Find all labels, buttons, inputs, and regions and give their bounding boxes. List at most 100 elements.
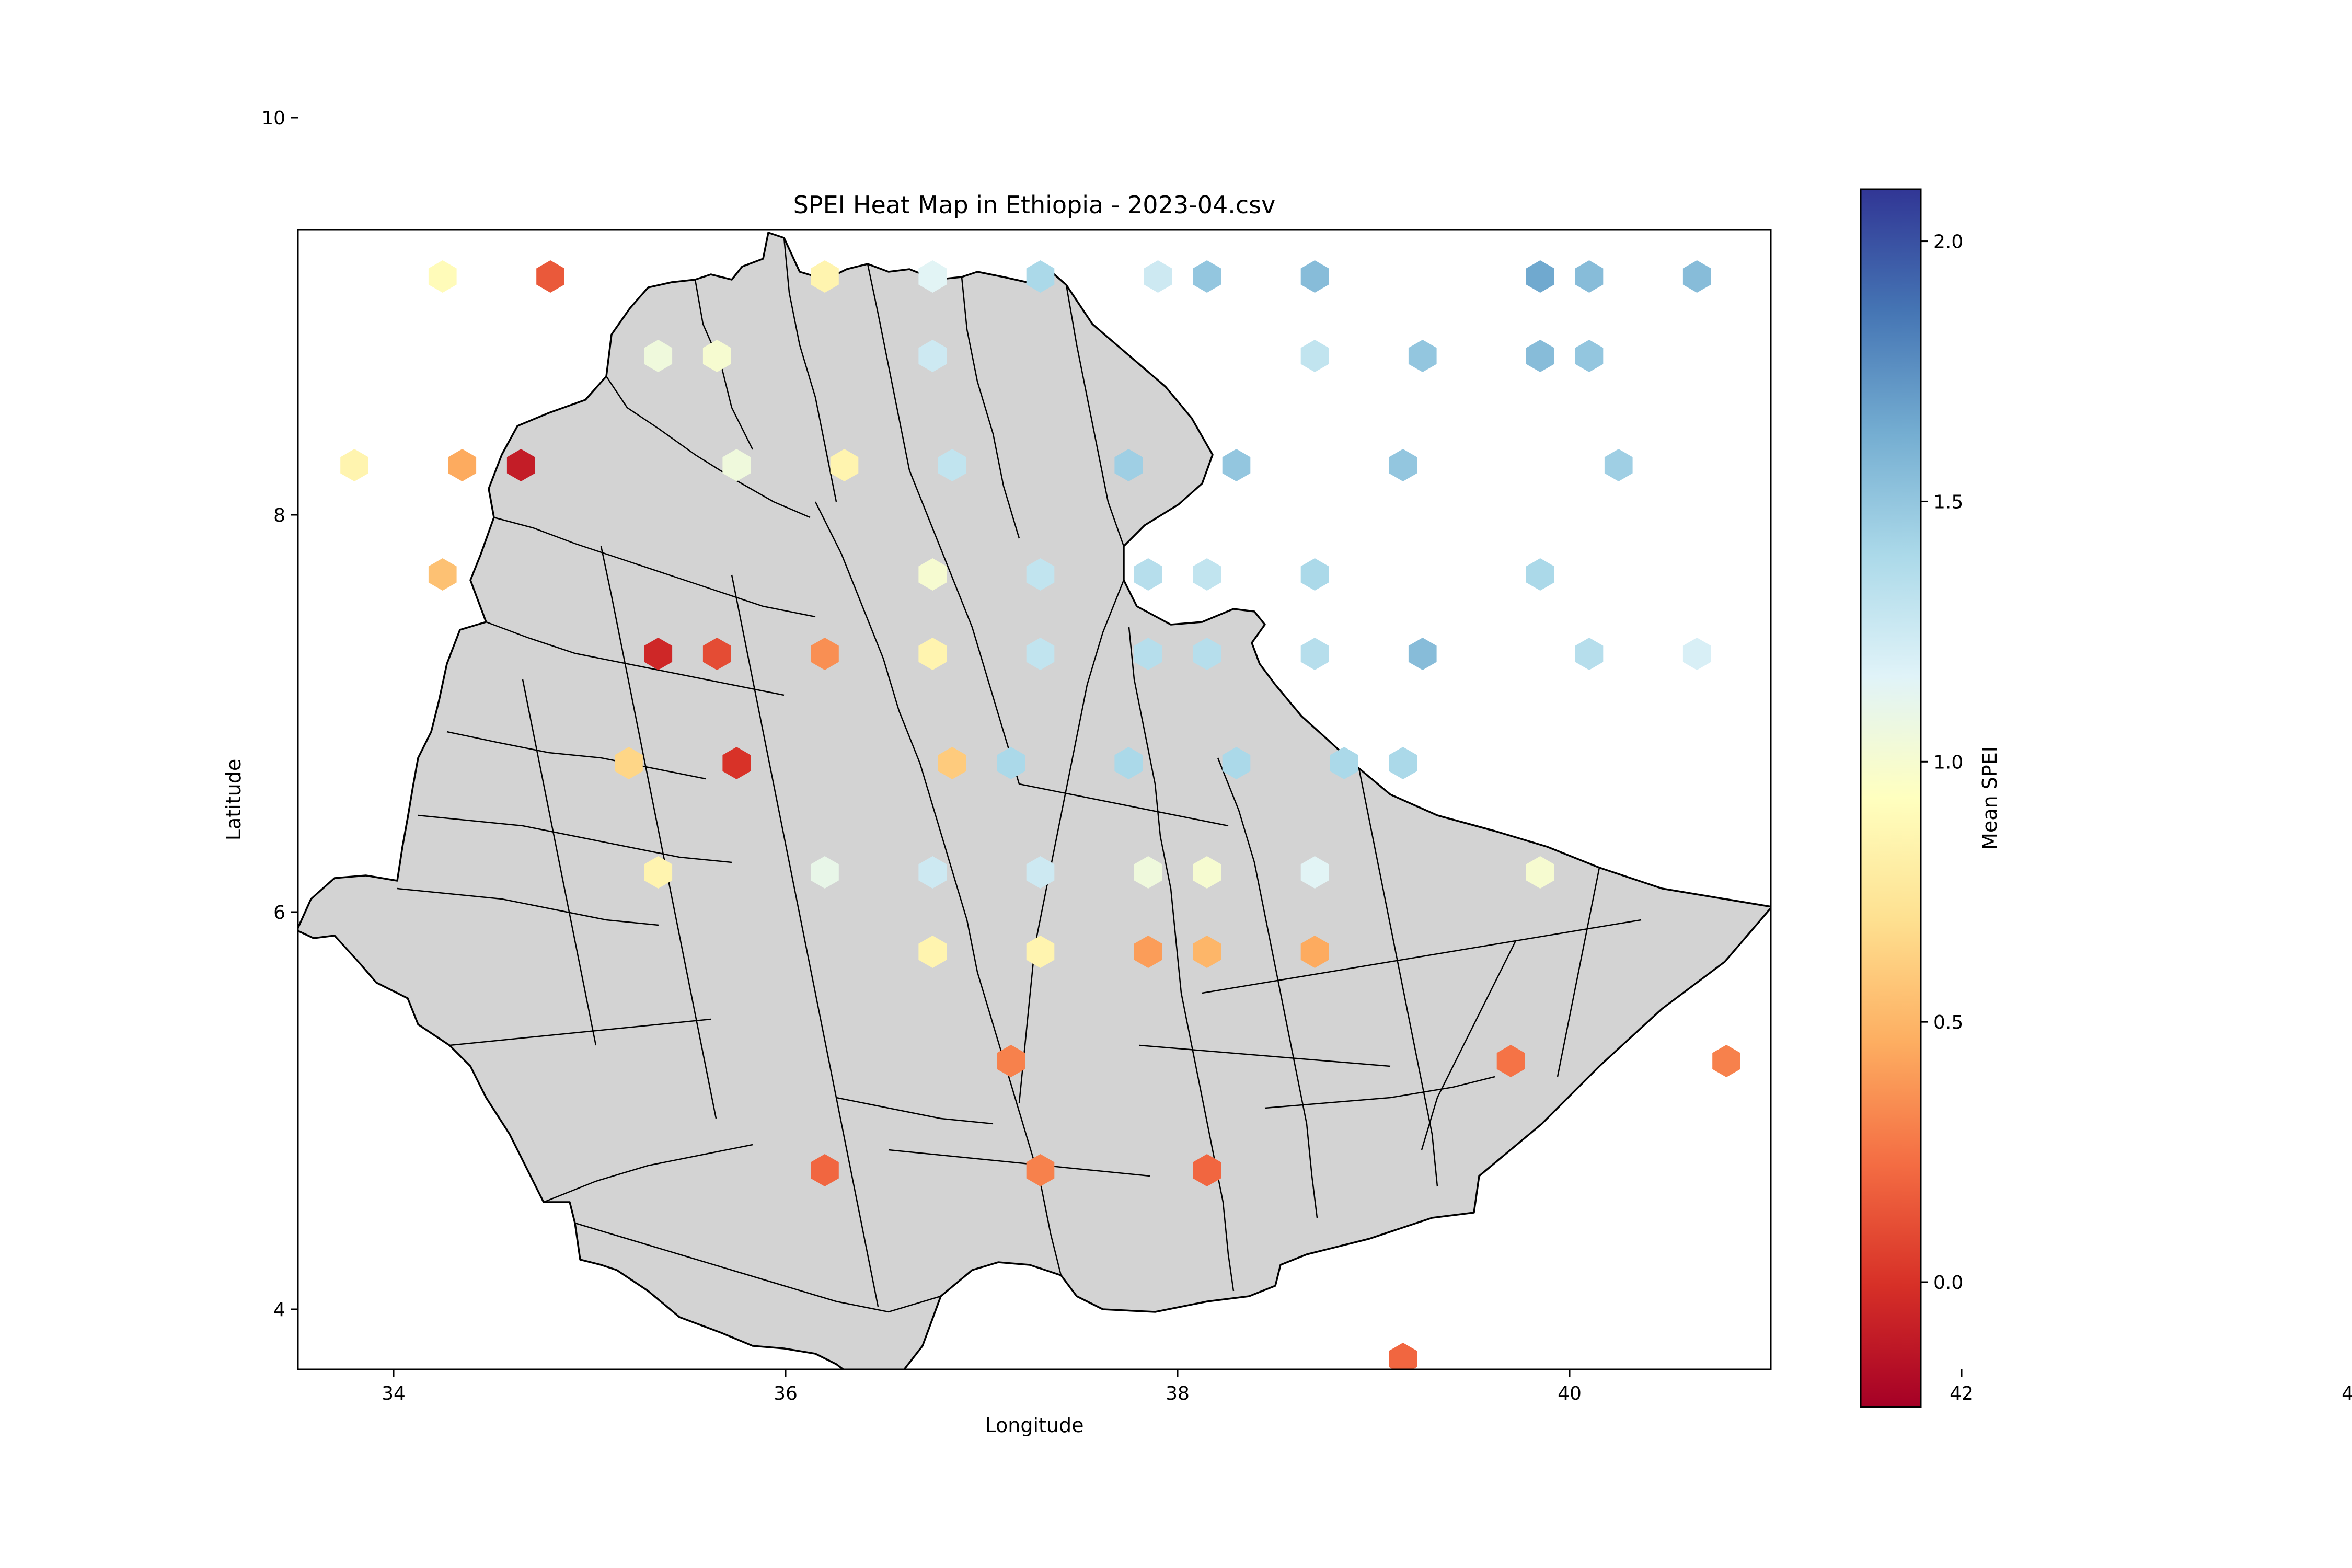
y-tick-label-0: 4: [273, 1299, 285, 1321]
spei-hex-133: [1026, 638, 1055, 670]
spei-hex-175: [1496, 1045, 1525, 1077]
spei-hex-89: [1575, 260, 1604, 293]
colorbar-ticks: 0.0 0.5 1.0 1.5 2.0: [1921, 232, 1963, 1294]
spei-hex-100: [1408, 340, 1437, 372]
spei-hex-67: [1575, 42, 1604, 74]
spei-hex-181: [1193, 1154, 1221, 1186]
spei-hex-63: [918, 42, 947, 74]
colorbar-tick-label-0: 0.0: [1933, 1272, 1963, 1294]
spei-hex-76: [1879, 151, 1907, 183]
spei-hex-71: [1223, 151, 1251, 183]
spei-hex-142: [2183, 638, 2211, 670]
colorbar-tick-label-4: 2.0: [1933, 232, 1963, 253]
spei-hex-66: [1526, 42, 1554, 74]
spei-hex-90: [1682, 260, 1711, 293]
spei-hex-125: [1526, 558, 1554, 591]
spei-hex-138: [1575, 638, 1604, 670]
spei-hex-116: [2094, 449, 2123, 481]
chart-title: SPEI Heat Map in Ethiopia - 2023-04.csv: [793, 191, 1276, 219]
spei-hex-69: [507, 151, 535, 183]
colorbar-scale: [1860, 188, 1922, 1408]
spei-hex-151: [1389, 747, 1417, 779]
spei-hex-171: [2183, 936, 2211, 968]
spei-hex-135: [1193, 638, 1221, 670]
spei-hex-124: [1300, 558, 1329, 591]
colorbar: 0.0 0.5 1.0 1.5 2.0 Mean SPEI: [1860, 188, 2001, 1408]
spei-hex-74: [1605, 151, 1633, 183]
x-axis-label: Longitude: [985, 1414, 1084, 1437]
spei-hex-139: [1682, 638, 1711, 670]
spei-hex-109: [938, 449, 966, 481]
spei-hex-62: [811, 42, 839, 74]
y-axis: 468101214: [261, 108, 298, 1321]
spei-hex-172: [2290, 936, 2319, 968]
ethiopia-country-shape: [298, 232, 1771, 1369]
spei-hex-83: [918, 260, 947, 293]
spei-hex-115: [1987, 449, 2015, 481]
spei-hex-136: [1300, 638, 1329, 670]
colorbar-tick-label-2: 1.0: [1933, 752, 1963, 773]
spei-hex-113: [1604, 449, 1633, 481]
spei-hex-95: [2183, 260, 2211, 293]
spei-hex-137: [1408, 638, 1437, 670]
spei-hex-126: [2290, 558, 2319, 591]
spei-hex-180: [1026, 1154, 1055, 1186]
spei-hex-98: [918, 340, 947, 372]
spei-hex-144: [615, 747, 643, 779]
spei-hex-79: [2203, 151, 2231, 183]
spei-hex-164: [2016, 856, 2044, 889]
x-tick-label-3: 40: [1558, 1383, 1582, 1404]
spei-hex-141: [2065, 638, 2093, 670]
spei-hex-140: [2007, 638, 2035, 670]
spei-hex-106: [506, 449, 535, 481]
spei-hex-146: [938, 747, 966, 779]
spei-hex-93: [2007, 260, 2035, 293]
spei-hex-129: [644, 638, 673, 670]
spei-hex-156: [811, 856, 839, 889]
spei-hex-110: [1114, 449, 1143, 481]
spei-hex-123: [1193, 558, 1221, 591]
spei-hex-68: [1683, 42, 1711, 74]
spei-hex-150: [1330, 747, 1358, 779]
spei-hexbin-layer: [340, 42, 2319, 1369]
spei-hex-60: [644, 42, 672, 74]
spei-hex-105: [448, 449, 477, 481]
spei-hex-170: [1300, 936, 1329, 968]
colorbar-tick-label-3: 1.5: [1933, 491, 1963, 513]
spei-hex-111: [1222, 449, 1251, 481]
spei-hex-112: [1389, 449, 1417, 481]
spei-hex-130: [702, 638, 731, 670]
spei-hex-158: [1026, 856, 1055, 889]
spei-hex-149: [1222, 747, 1251, 779]
spei-hex-87: [1300, 260, 1329, 293]
spei-hex-108: [830, 449, 859, 481]
y-tick-label-2: 8: [273, 505, 285, 526]
y-tick-label-1: 6: [273, 902, 285, 924]
spei-hex-99: [1300, 340, 1329, 372]
x-axis: 34363840424446: [382, 1369, 2352, 1404]
spei-hex-121: [1026, 558, 1055, 591]
spei-hex-97: [702, 340, 731, 372]
spei-hex-169: [1193, 936, 1221, 968]
spei-hex-59: [536, 42, 564, 74]
spei-hex-81: [536, 260, 564, 293]
spei-hex-161: [1300, 856, 1329, 889]
x-tick-label-5: 44: [2342, 1383, 2352, 1404]
y-tick-label-3: 10: [261, 108, 285, 129]
x-tick-label-2: 38: [1166, 1383, 1190, 1404]
x-tick-label-1: 36: [774, 1383, 798, 1404]
spei-hex-167: [1026, 936, 1055, 968]
spei-hex-64: [1134, 42, 1162, 74]
spei-hex-65: [1193, 42, 1221, 74]
spei-hex-184: [1389, 1343, 1417, 1369]
spei-hex-70: [938, 151, 966, 183]
spei-hex-94: [2065, 260, 2093, 293]
spei-hex-101: [1526, 340, 1554, 372]
spei-hex-72: [1330, 151, 1358, 183]
spei-hex-73: [1497, 151, 1525, 183]
spei-hex-162: [1526, 856, 1554, 889]
spei-hex-84: [1026, 260, 1055, 293]
spei-hex-159: [1134, 856, 1162, 889]
spei-hex-166: [918, 936, 947, 968]
